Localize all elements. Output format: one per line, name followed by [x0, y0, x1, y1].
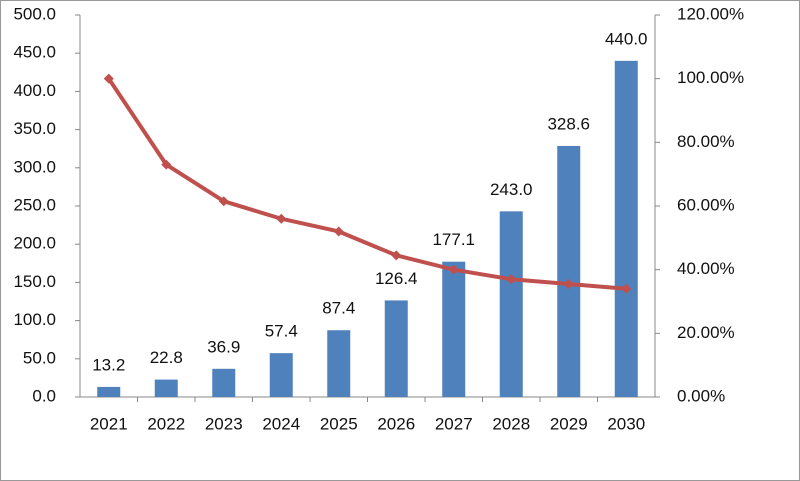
line-marker [103, 73, 114, 84]
line-marker [218, 196, 229, 207]
x-tick-label: 2028 [492, 414, 530, 433]
data-label: 22.8 [150, 348, 183, 367]
y2-tick-label: 20.00% [677, 323, 735, 342]
bar [499, 211, 523, 397]
data-label: 126.4 [375, 269, 418, 288]
x-tick-label: 2026 [377, 414, 415, 433]
y-tick-label: 250.0 [13, 195, 56, 214]
x-tick-label: 2023 [205, 414, 243, 433]
y-tick-label: 300.0 [13, 157, 56, 176]
y-tick-label: 150.0 [13, 272, 56, 291]
bar [557, 145, 581, 397]
x-tick-label: 2027 [435, 414, 473, 433]
line-marker [161, 159, 172, 170]
bar [269, 353, 293, 397]
bar [327, 330, 351, 397]
bar [212, 368, 236, 397]
y-tick-label: 500.0 [13, 4, 56, 23]
line-marker [276, 213, 287, 224]
line-marker [333, 226, 344, 237]
bar [614, 60, 638, 398]
data-label: 36.9 [207, 337, 240, 356]
y-tick-label: 100.0 [13, 310, 56, 329]
line-marker [391, 250, 402, 261]
bar [384, 300, 408, 397]
y-tick-label: 450.0 [13, 43, 56, 62]
y-tick-label: 350.0 [13, 119, 56, 138]
y-tick-label: 400.0 [13, 81, 56, 100]
x-tick-label: 2024 [262, 414, 300, 433]
x-tick-label: 2021 [90, 414, 128, 433]
bar [442, 261, 466, 397]
x-tick-label: 2030 [607, 414, 645, 433]
line-marker [563, 278, 574, 289]
x-tick-label: 2022 [147, 414, 185, 433]
line-marker [506, 274, 517, 285]
bar [97, 386, 121, 397]
data-label: 243.0 [490, 180, 533, 199]
data-label: 440.0 [605, 29, 648, 48]
bar [154, 379, 178, 397]
y2-tick-label: 120.00% [677, 4, 744, 23]
x-tick-label: 2025 [320, 414, 358, 433]
data-label: 57.4 [265, 322, 298, 341]
y-tick-label: 200.0 [13, 234, 56, 253]
y2-tick-label: 100.00% [677, 68, 744, 87]
data-label: 177.1 [432, 230, 475, 249]
y2-tick-label: 60.00% [677, 195, 735, 214]
y2-tick-label: 0.00% [677, 386, 725, 405]
line-marker [448, 264, 459, 275]
line [107, 77, 627, 291]
x-tick-label: 2029 [550, 414, 588, 433]
y-tick-label: 50.0 [23, 348, 56, 367]
y-tick-label: 0.0 [32, 386, 56, 405]
y2-tick-label: 40.00% [677, 259, 735, 278]
data-label: 328.6 [547, 114, 590, 133]
y2-tick-label: 80.00% [677, 132, 735, 151]
line-marker [621, 283, 632, 294]
data-label: 87.4 [322, 299, 355, 318]
data-label: 13.2 [92, 355, 125, 374]
